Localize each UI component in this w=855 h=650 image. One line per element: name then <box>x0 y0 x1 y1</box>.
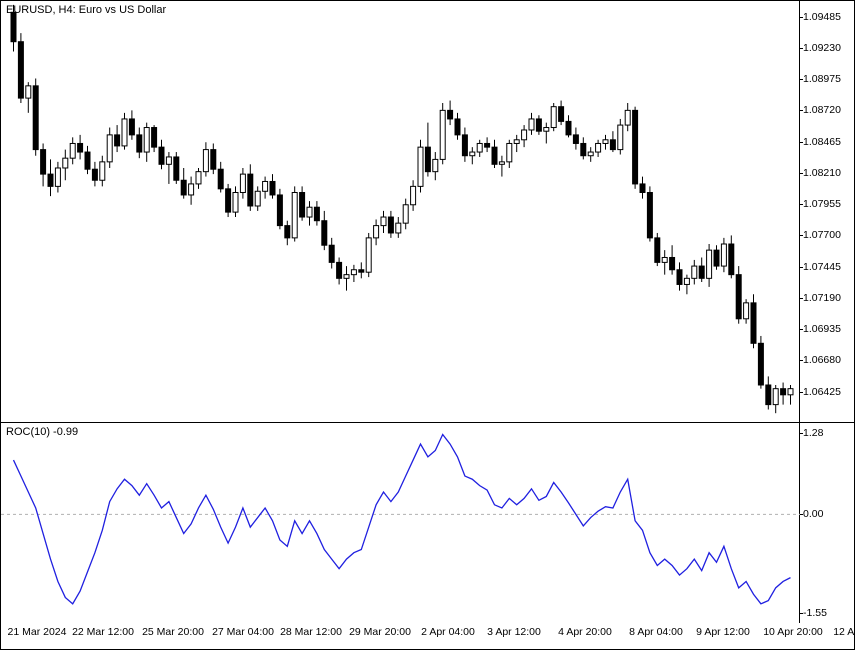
price-tick: 1.07445 <box>803 261 841 273</box>
price-tick: 1.08720 <box>803 104 841 116</box>
indicator-title: ROC(10) -0.99 <box>6 426 78 438</box>
price-tick: 1.09485 <box>803 11 841 23</box>
price-tick: 1.07190 <box>803 292 841 304</box>
main-chart-title: EURUSD, H4: Euro vs US Dollar <box>6 4 166 16</box>
indicator-tick: 1.28 <box>803 427 823 439</box>
time-tick: 25 Mar 20:00 <box>142 626 204 638</box>
price-tick: 1.09230 <box>803 42 841 54</box>
time-tick: 9 Apr 12:00 <box>696 626 750 638</box>
time-tick: 8 Apr 04:00 <box>629 626 683 638</box>
price-tick: 1.08210 <box>803 167 841 179</box>
time-x-axis: 21 Mar 2024 22 Mar 12:00 25 Mar 20:00 27 Ma… <box>1 623 855 649</box>
time-tick: 2 Apr 04:00 <box>421 626 475 638</box>
price-tick: 1.06935 <box>803 323 841 335</box>
price-tick: 1.06425 <box>803 386 841 398</box>
roc-svg <box>1 423 800 623</box>
time-tick: 27 Mar 04:00 <box>212 626 274 638</box>
time-tick: 28 Mar 12:00 <box>280 626 342 638</box>
time-tick: 10 Apr 20:00 <box>763 626 823 638</box>
chart-container: EURUSD, H4: Euro vs US Dollar 1.094851.0… <box>0 0 855 650</box>
time-tick: 22 Mar 12:00 <box>72 626 134 638</box>
time-tick: 12 Apr 04:00 <box>833 626 855 638</box>
time-tick: 29 Mar 20:00 <box>349 626 411 638</box>
time-tick: 21 Mar 2024 <box>8 626 67 638</box>
main-y-axis: 1.09485 1.09230 1.08975 1.08720 1.08465 1.082… <box>800 1 855 423</box>
indicator-tick: -1.55 <box>803 607 827 619</box>
time-tick: 4 Apr 20:00 <box>558 626 612 638</box>
indicator-chart[interactable]: ROC(10) -0.99 <box>1 423 800 623</box>
main-price-chart[interactable]: EURUSD, H4: Euro vs US Dollar <box>1 1 800 423</box>
candlestick-svg <box>1 1 800 423</box>
time-tick: 3 Apr 12:00 <box>487 626 541 638</box>
price-tick: 1.07955 <box>803 198 841 210</box>
price-tick: 1.08465 <box>803 136 841 148</box>
indicator-tick: 0.00 <box>803 508 823 520</box>
price-tick: 1.07700 <box>803 229 841 241</box>
indicator-y-axis: 1.28 0.00 -1.55 <box>800 423 855 623</box>
price-tick: 1.08975 <box>803 73 841 85</box>
price-tick: 1.06680 <box>803 354 841 366</box>
